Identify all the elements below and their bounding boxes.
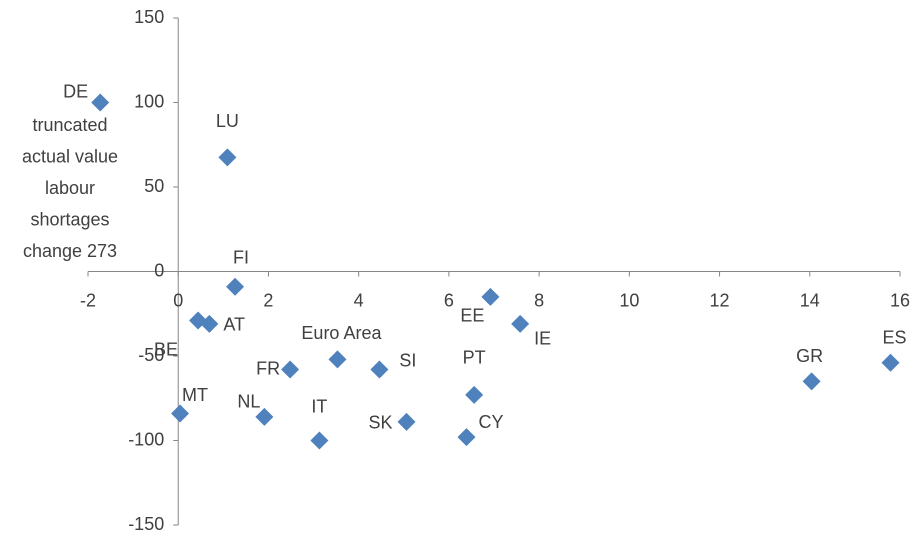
x-tick-label: 4 bbox=[354, 290, 364, 310]
point bbox=[370, 360, 389, 379]
point bbox=[802, 372, 821, 391]
point-label: Euro Area bbox=[301, 323, 382, 343]
point bbox=[481, 287, 500, 306]
point bbox=[328, 350, 347, 369]
point-label: MT bbox=[182, 385, 208, 405]
x-tick-label: 14 bbox=[800, 290, 820, 310]
y-tick-label: -100 bbox=[128, 429, 164, 449]
point bbox=[189, 311, 208, 330]
x-tick-label: 12 bbox=[710, 290, 730, 310]
point bbox=[226, 277, 245, 296]
point bbox=[397, 412, 416, 431]
point-label: PT bbox=[463, 348, 486, 368]
annotation: shortages bbox=[30, 209, 109, 229]
point bbox=[91, 93, 110, 112]
annotation: labour bbox=[45, 178, 95, 198]
point-label: CY bbox=[478, 412, 503, 432]
point-label: LU bbox=[216, 111, 239, 131]
point bbox=[218, 148, 237, 167]
annotation: actual value bbox=[22, 146, 118, 166]
point-label: DE bbox=[63, 81, 88, 101]
point bbox=[511, 314, 530, 333]
x-tick-label: 2 bbox=[263, 290, 273, 310]
x-tick-label: 0 bbox=[173, 290, 183, 310]
y-tick-label: -50 bbox=[138, 345, 164, 365]
point-label: EE bbox=[460, 306, 484, 326]
x-tick-label: 16 bbox=[890, 290, 910, 310]
point-label: BE bbox=[154, 339, 178, 359]
y-tick-label: 50 bbox=[144, 176, 164, 196]
y-tick-label: 0 bbox=[154, 260, 164, 280]
y-tick-label: 100 bbox=[134, 91, 164, 111]
point-label: NL bbox=[237, 392, 260, 412]
y-tick-label: 150 bbox=[134, 7, 164, 27]
point-label: GR bbox=[796, 346, 823, 366]
point bbox=[171, 404, 190, 423]
point-label: SK bbox=[368, 413, 392, 433]
x-tick-label: 6 bbox=[444, 290, 454, 310]
point bbox=[281, 360, 300, 379]
x-tick-label: 8 bbox=[534, 290, 544, 310]
y-tick-label: -150 bbox=[128, 514, 164, 534]
point-label: IT bbox=[311, 396, 327, 416]
point bbox=[881, 353, 900, 372]
x-tick-label: 10 bbox=[619, 290, 639, 310]
point-label: FI bbox=[233, 247, 249, 267]
annotation: change 273 bbox=[23, 241, 117, 261]
point bbox=[465, 385, 484, 404]
point bbox=[310, 431, 329, 450]
annotation: truncated bbox=[32, 115, 107, 135]
point-label: ES bbox=[883, 328, 907, 348]
point bbox=[255, 407, 274, 426]
point-label: SI bbox=[399, 350, 416, 370]
point-label: AT bbox=[223, 315, 245, 335]
x-tick-label: -2 bbox=[80, 290, 96, 310]
point bbox=[457, 428, 476, 447]
point-label: IE bbox=[534, 329, 551, 349]
point-label: FR bbox=[256, 358, 280, 378]
